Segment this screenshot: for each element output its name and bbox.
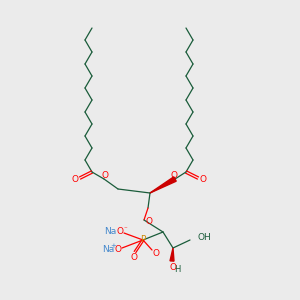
Text: OH: OH [198, 233, 212, 242]
Polygon shape [150, 177, 176, 193]
Text: +: + [110, 243, 116, 249]
Text: O: O [71, 175, 79, 184]
Text: O: O [170, 170, 178, 179]
Text: O: O [130, 253, 137, 262]
Text: O: O [169, 262, 176, 272]
Text: O: O [101, 170, 109, 179]
Text: H: H [174, 265, 180, 274]
Text: O: O [115, 245, 122, 254]
Text: O: O [200, 175, 206, 184]
Polygon shape [170, 248, 174, 261]
Text: P: P [140, 236, 146, 244]
Text: O: O [152, 248, 160, 257]
Text: Na: Na [104, 227, 116, 236]
Text: O: O [116, 227, 124, 236]
Text: O: O [146, 217, 152, 226]
Text: ⁻: ⁻ [123, 226, 127, 232]
Text: Na: Na [102, 245, 114, 254]
